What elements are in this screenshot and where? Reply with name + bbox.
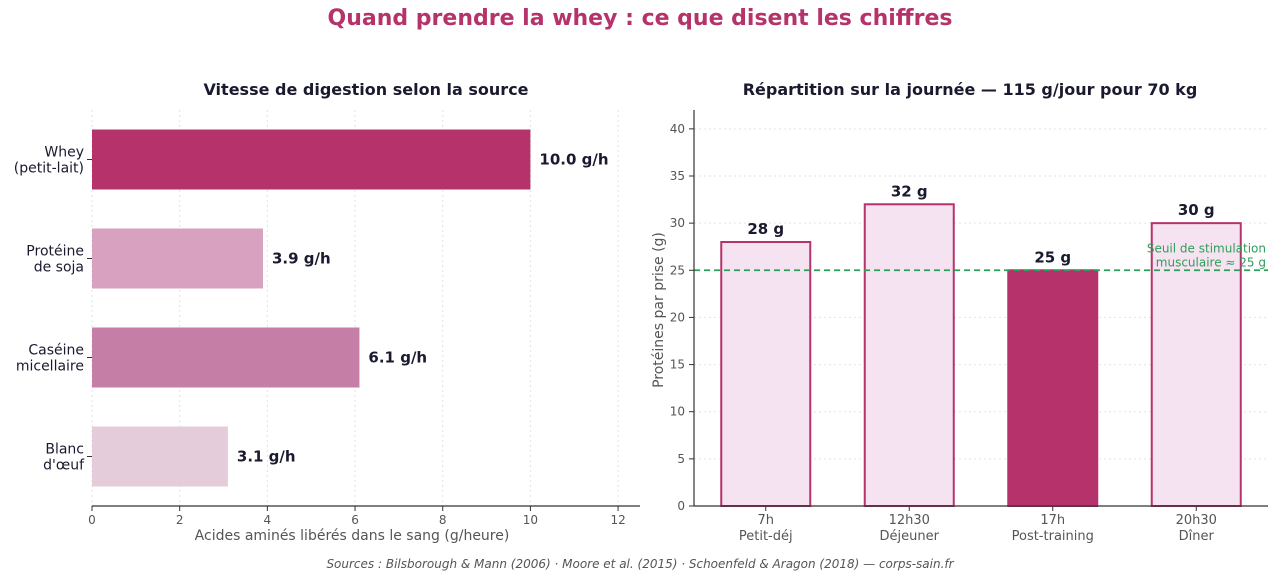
bar-value-label: 25 g [1034,248,1071,266]
category-label: Whey (petit-lait) [14,145,84,177]
bar-value-label: 3.1 g/h [237,448,296,466]
x-tick-label: 2 [176,513,184,527]
digestion-speed-chart: Vitesse de digestion selon la source 0 2 4 6… [14,80,640,544]
digestion-bar [92,426,228,487]
y-tick-label: 10 [670,405,685,419]
bar-value-label: 6.1 g/h [368,349,427,367]
bar-value-label: 32 g [891,182,928,200]
daily-distribution-chart: Répartition sur la journée — 115 g/jour … [651,80,1268,544]
y-tick-label: 40 [670,122,685,136]
x-tick-label: 12 [610,513,625,527]
x-tick-label: 10 [523,513,538,527]
digestion-bar [92,228,263,289]
y-axis-title: Protéines par prise (g) [651,232,667,388]
page-title: Quand prendre la whey : ce que disent le… [327,6,953,31]
bar-value-label: 10.0 g/h [539,151,608,169]
meal-bar [863,203,955,508]
y-tick-label: 35 [670,169,685,183]
category-label: 7h Petit-déj [739,513,793,544]
bar-value-label: 28 g [747,220,784,238]
category-label: Protéine de soja [26,244,84,276]
sources-footnote: Sources : Bilsborough & Mann (2006) · Mo… [326,557,954,571]
y-tick-label: 0 [677,499,685,513]
category-label: 17h Post-training [1012,513,1094,544]
y-tick-label: 25 [670,263,685,277]
y-tick-label: 15 [670,358,685,372]
chart-title-distribution: Répartition sur la journée — 115 g/jour … [743,80,1198,99]
bar-value-label: 3.9 g/h [272,250,331,268]
x-axis-title: Acides aminés libérés dans le sang (g/he… [195,528,510,544]
meal-bar [1007,269,1099,507]
x-tick-label: 4 [264,513,272,527]
category-label: 12h30 Déjeuner [880,513,940,544]
category-label: 20h30 Dîner [1176,513,1217,544]
category-label: Blanc d'œuf [43,442,85,474]
chart-title-digestion: Vitesse de digestion selon la source [203,80,528,99]
y-tick-label: 20 [670,310,685,324]
digestion-bar [92,327,360,388]
x-tick-label: 6 [351,513,359,527]
y-tick-label: 30 [670,216,685,230]
digestion-bar [92,129,531,190]
x-tick-label: 0 [88,513,96,527]
threshold-label: Seuil de stimulation musculaire ≈ 25 g [1147,241,1266,269]
bar-value-label: 30 g [1178,201,1215,219]
y-tick-label: 5 [677,452,685,466]
category-label: Caséine micellaire [16,343,84,375]
meal-bar [720,241,812,507]
x-tick-label: 8 [439,513,447,527]
